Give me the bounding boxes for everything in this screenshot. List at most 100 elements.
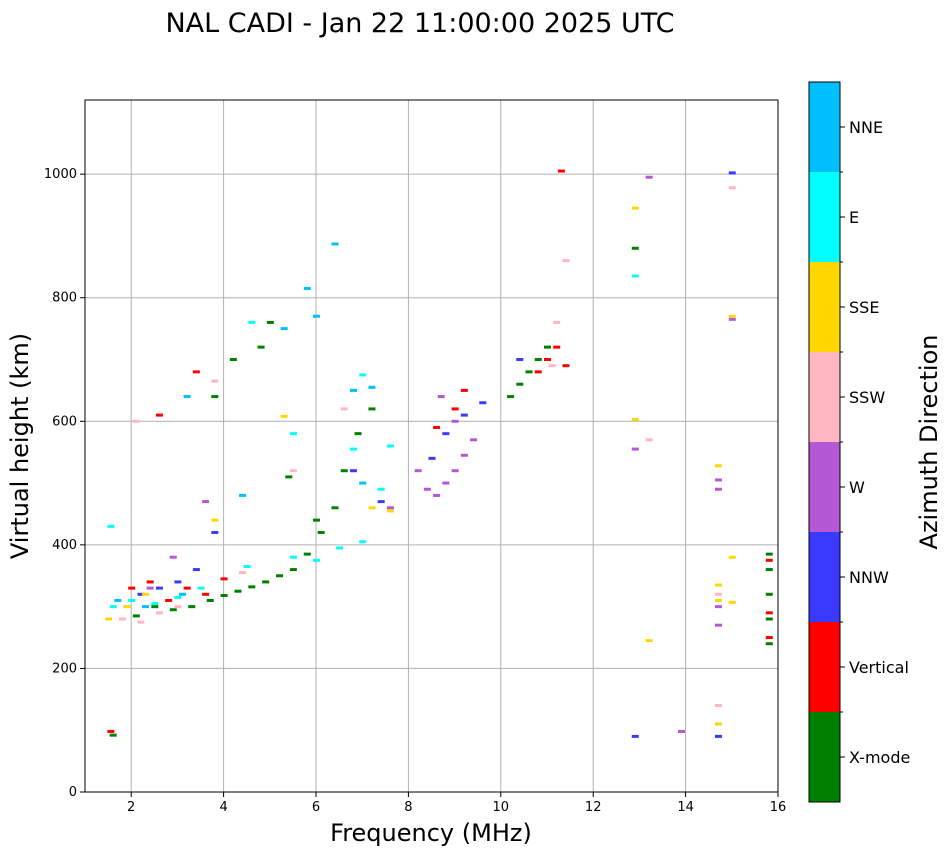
data-point xyxy=(728,186,736,190)
data-point xyxy=(451,419,459,423)
data-point xyxy=(377,487,385,491)
colorbar-label: Azimuth Direction xyxy=(915,335,943,550)
data-point xyxy=(765,592,773,596)
data-point xyxy=(239,571,247,575)
y-axis-label: Virtual height (km) xyxy=(6,333,34,559)
data-point xyxy=(428,456,436,460)
y-tick-label: 1000 xyxy=(44,167,77,182)
y-tick-label: 400 xyxy=(52,538,77,553)
data-point xyxy=(262,580,270,584)
data-point xyxy=(114,598,122,602)
colorbar-tick-label: NNE xyxy=(849,118,883,137)
x-tick-label: 2 xyxy=(127,800,135,815)
data-points xyxy=(105,169,773,738)
data-point xyxy=(728,600,736,604)
x-tick-label: 8 xyxy=(404,800,412,815)
data-point xyxy=(359,481,367,485)
y-tick-label: 200 xyxy=(52,661,77,676)
data-point xyxy=(192,568,200,572)
data-point xyxy=(146,580,154,584)
data-point xyxy=(174,595,182,599)
data-point xyxy=(631,274,639,278)
data-point xyxy=(192,370,200,374)
data-point xyxy=(105,617,113,621)
data-point xyxy=(765,552,773,556)
data-point xyxy=(155,413,163,417)
y-tick-label: 600 xyxy=(52,414,77,429)
data-point xyxy=(331,242,339,246)
axis-ticks: 2 4 6 8 10 12 14 16 0 200 400 600 800 1000 xyxy=(44,167,786,815)
data-point xyxy=(557,169,565,173)
data-point xyxy=(289,568,297,572)
data-point xyxy=(562,259,570,263)
data-point xyxy=(313,314,320,318)
data-point xyxy=(414,469,422,473)
colorbar-segment xyxy=(809,82,840,172)
y-tick-label: 0 xyxy=(69,785,77,800)
data-point xyxy=(516,358,524,361)
data-point xyxy=(553,320,561,324)
data-point xyxy=(714,464,722,468)
data-point xyxy=(289,469,297,473)
data-point xyxy=(243,564,251,568)
x-tick-label: 16 xyxy=(770,800,787,815)
data-point xyxy=(544,345,551,349)
data-point xyxy=(714,734,722,738)
data-point xyxy=(728,555,736,559)
data-point xyxy=(433,493,441,497)
data-point xyxy=(728,314,736,318)
data-point xyxy=(714,605,722,609)
data-point xyxy=(183,395,191,399)
data-point xyxy=(128,586,136,590)
data-point xyxy=(442,432,450,436)
data-point xyxy=(368,506,376,510)
data-point xyxy=(507,395,515,399)
colorbar: X-mode Vertical NNW W SSW SSE E NNE xyxy=(808,81,910,803)
data-point xyxy=(340,469,348,473)
colorbar-tick-label: Vertical xyxy=(849,658,909,677)
data-point xyxy=(197,586,205,590)
x-tick-label: 4 xyxy=(219,800,227,815)
data-point xyxy=(155,611,163,615)
data-point xyxy=(460,388,468,392)
data-point xyxy=(645,175,653,179)
data-point xyxy=(479,401,487,405)
data-point xyxy=(317,531,325,534)
data-point xyxy=(303,552,311,556)
data-point xyxy=(386,509,394,513)
data-point xyxy=(534,370,542,374)
data-point xyxy=(331,506,339,510)
data-point xyxy=(151,605,159,609)
data-point xyxy=(516,382,524,386)
data-point xyxy=(303,286,311,290)
data-point xyxy=(239,493,247,497)
data-point xyxy=(433,425,441,429)
colorbar-segment xyxy=(809,172,840,262)
data-point xyxy=(118,617,126,621)
data-point xyxy=(174,580,182,584)
data-point xyxy=(714,722,722,726)
data-point xyxy=(451,469,459,473)
data-point xyxy=(132,614,140,618)
x-tick-label: 14 xyxy=(677,800,694,815)
data-point xyxy=(174,605,182,609)
data-point xyxy=(248,320,256,324)
data-point xyxy=(470,438,478,442)
data-point xyxy=(202,592,210,596)
chart-title: NAL CADI - Jan 22 11:00:00 2025 UTC xyxy=(165,8,674,39)
data-point xyxy=(142,605,150,609)
data-point xyxy=(765,617,773,621)
data-point xyxy=(359,373,367,377)
colorbar-tick-label: W xyxy=(849,478,865,497)
data-point xyxy=(714,592,722,596)
data-point xyxy=(234,589,242,593)
data-point xyxy=(728,171,736,175)
data-point xyxy=(765,611,773,615)
colorbar-tick-label: SSW xyxy=(849,388,885,407)
data-point xyxy=(169,608,177,612)
data-point xyxy=(276,574,284,578)
data-point xyxy=(714,598,722,602)
data-point xyxy=(354,432,362,436)
data-point xyxy=(340,407,348,411)
